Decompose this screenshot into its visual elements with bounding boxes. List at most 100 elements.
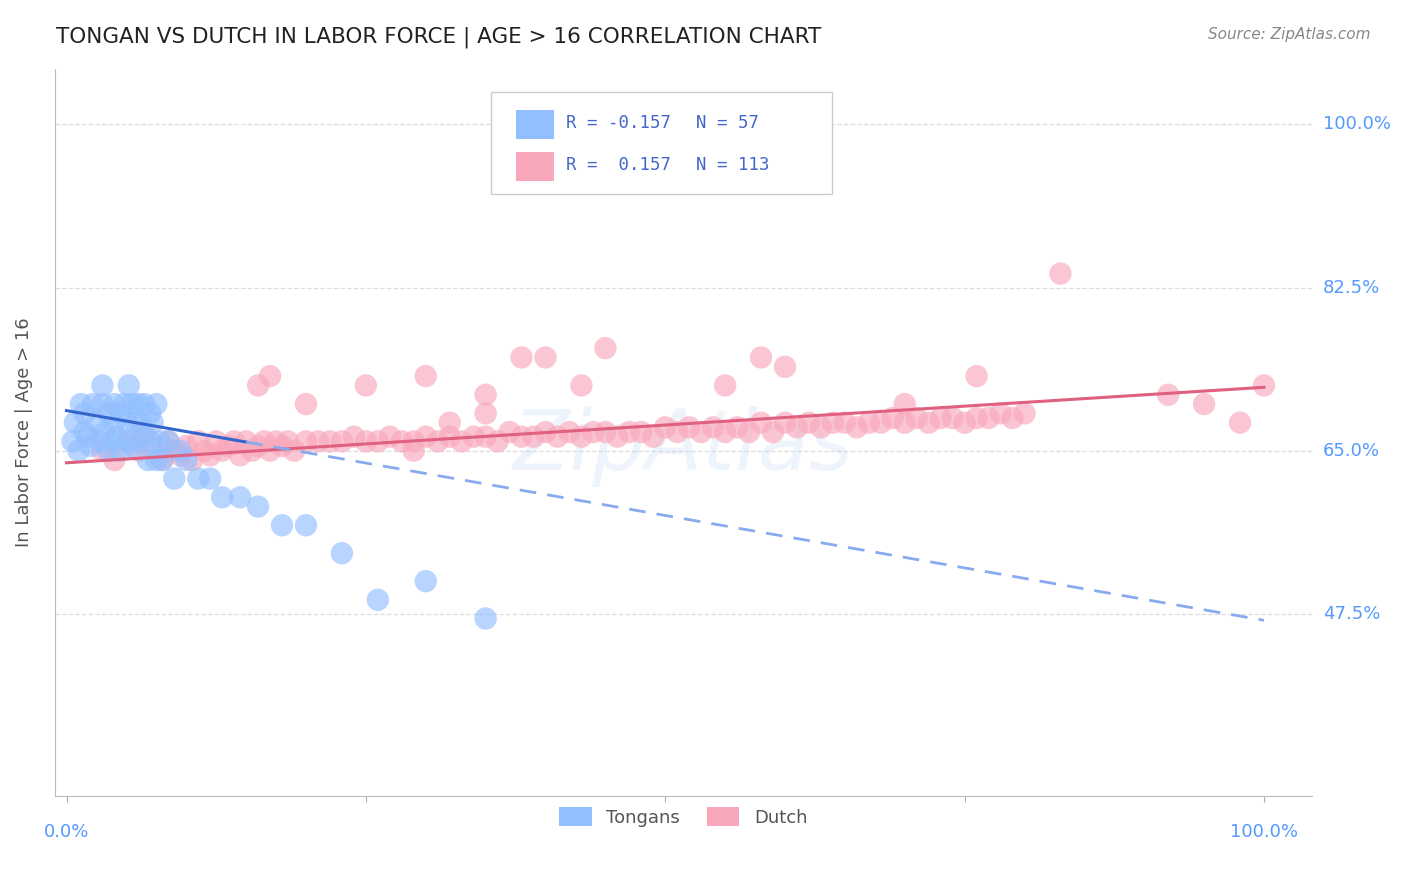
Point: [474, 406, 496, 420]
Point: [606, 430, 628, 444]
Point: [749, 416, 772, 430]
Point: [259, 369, 281, 384]
Point: [990, 406, 1012, 420]
Point: [953, 416, 976, 430]
Point: [893, 416, 915, 430]
Point: [762, 425, 785, 439]
Text: 65.0%: 65.0%: [1323, 442, 1381, 459]
Point: [845, 420, 868, 434]
Point: [101, 434, 124, 449]
Point: [391, 434, 413, 449]
Point: [834, 416, 856, 430]
Point: [510, 430, 533, 444]
Text: N = 113: N = 113: [696, 156, 769, 174]
Point: [1001, 411, 1024, 425]
Point: [67, 443, 90, 458]
Point: [367, 434, 389, 449]
FancyBboxPatch shape: [516, 110, 554, 139]
Text: R = -0.157: R = -0.157: [567, 114, 671, 132]
Point: [415, 430, 437, 444]
Point: [546, 430, 568, 444]
Point: [187, 472, 209, 486]
Point: [139, 434, 162, 449]
Point: [103, 397, 125, 411]
Point: [295, 518, 318, 533]
Point: [205, 434, 228, 449]
Point: [725, 420, 748, 434]
Point: [145, 397, 167, 411]
Point: [797, 416, 820, 430]
Point: [474, 388, 496, 402]
Point: [150, 453, 173, 467]
Point: [1229, 416, 1251, 430]
Point: [125, 416, 148, 430]
Point: [558, 425, 581, 439]
Point: [786, 420, 808, 434]
Text: Source: ZipAtlas.com: Source: ZipAtlas.com: [1208, 27, 1371, 42]
Point: [402, 434, 425, 449]
Point: [247, 378, 270, 392]
Point: [738, 425, 761, 439]
Point: [70, 397, 93, 411]
Point: [94, 425, 117, 439]
Point: [858, 416, 880, 430]
Text: 47.5%: 47.5%: [1323, 605, 1381, 623]
Point: [217, 439, 239, 453]
Text: 0.0%: 0.0%: [44, 823, 89, 841]
Point: [79, 439, 101, 453]
Point: [415, 574, 437, 589]
Point: [134, 425, 156, 439]
Y-axis label: In Labor Force | Age > 16: In Labor Force | Age > 16: [15, 318, 32, 547]
Point: [966, 369, 988, 384]
Point: [522, 430, 544, 444]
Point: [534, 351, 557, 365]
Point: [91, 378, 114, 392]
Point: [73, 406, 96, 420]
Point: [439, 416, 461, 430]
Point: [118, 378, 141, 392]
Point: [450, 434, 472, 449]
Point: [115, 434, 138, 449]
Point: [534, 425, 557, 439]
Point: [97, 406, 120, 420]
Point: [1192, 397, 1215, 411]
Text: 100.0%: 100.0%: [1230, 823, 1298, 841]
Point: [690, 425, 713, 439]
Point: [62, 434, 84, 449]
Point: [354, 378, 377, 392]
Point: [966, 411, 988, 425]
Point: [498, 425, 520, 439]
Point: [229, 490, 252, 504]
Point: [893, 397, 915, 411]
Point: [91, 443, 114, 458]
Point: [112, 397, 135, 411]
Text: 100.0%: 100.0%: [1323, 115, 1391, 134]
Point: [82, 397, 104, 411]
Legend: Tongans, Dutch: Tongans, Dutch: [553, 800, 814, 834]
Point: [240, 443, 263, 458]
Point: [121, 397, 143, 411]
Point: [150, 453, 173, 467]
Point: [714, 425, 737, 439]
Point: [73, 425, 96, 439]
Point: [882, 411, 904, 425]
Point: [149, 434, 172, 449]
Point: [474, 611, 496, 625]
Text: TONGAN VS DUTCH IN LABOR FORCE | AGE > 16 CORRELATION CHART: TONGAN VS DUTCH IN LABOR FORCE | AGE > 1…: [56, 27, 821, 48]
Point: [271, 439, 294, 453]
Point: [439, 430, 461, 444]
Point: [121, 439, 143, 453]
Point: [211, 443, 233, 458]
Point: [869, 416, 891, 430]
Point: [330, 546, 353, 560]
Point: [127, 397, 149, 411]
Point: [702, 420, 724, 434]
Point: [415, 369, 437, 384]
Point: [367, 592, 389, 607]
Point: [200, 472, 222, 486]
Point: [354, 434, 377, 449]
Point: [1157, 388, 1180, 402]
Point: [136, 453, 159, 467]
Point: [277, 434, 299, 449]
Point: [402, 443, 425, 458]
